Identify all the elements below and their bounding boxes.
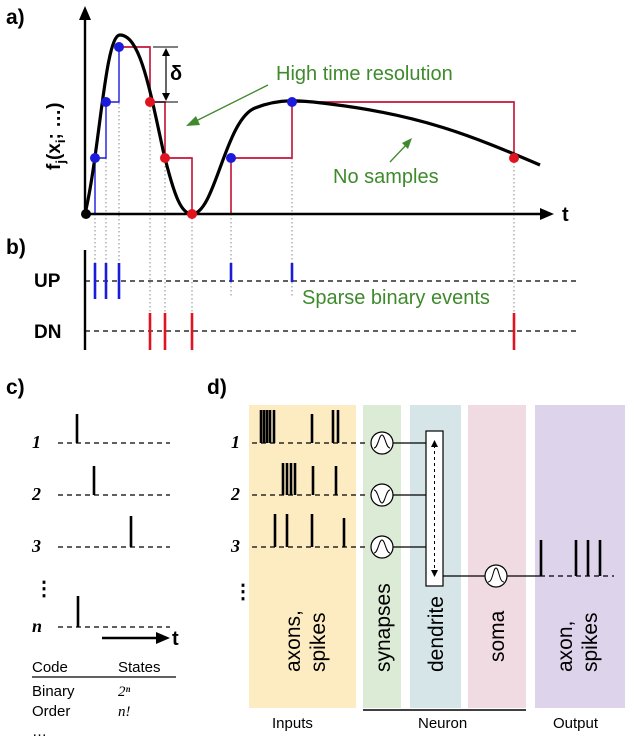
table-header-states: States [118,659,161,676]
up-events [93,263,294,299]
block-axon-output [535,405,625,708]
panel-c-rows: 1 2 3 ⋮ n [31,414,170,636]
dendrite-arrowhead-down [431,570,438,577]
down-sample-dots [145,97,519,219]
origin-dot [81,209,91,219]
up-label: UP [34,271,61,292]
block-label-line: spikes [579,612,602,672]
down-events [148,313,516,350]
block-label-axon-spikes: axon,spikes [554,612,602,672]
table-cell-code: Order [32,703,70,720]
table-cell-code: … [32,723,47,740]
annot-sparse-events: Sparse binary events [302,287,490,309]
row-label: 3 [31,536,41,556]
input-spike-trains [252,410,366,548]
dn-label: DN [34,322,61,343]
row-label: 2 [230,484,240,504]
block-label-line: axon, [554,621,577,672]
annot-high-arrowhead [186,116,200,126]
block-soma [468,405,526,708]
row-label: ⋮ [34,578,54,600]
label-neuron: Neuron [418,715,467,732]
y-axis-arrow [79,6,91,20]
panel-d-label: d) [207,376,227,399]
row-label: 3 [230,536,240,556]
annot-high-resolution: High time resolution [276,63,453,85]
table-cell-states: 2ⁿ [118,684,131,700]
code-table: Code States Binary 2ⁿ Order n! … [32,659,176,740]
panel-b-label: b) [6,236,26,259]
label-output: Output [553,715,599,732]
row-label: 1 [32,432,41,452]
annot-high-arrow [193,84,269,123]
annot-nosamples-arrowhead [402,138,412,149]
delta-label: δ [170,63,182,85]
block-label-synapses: synapses [372,583,395,672]
time-arrowhead [156,632,170,644]
panel-a-label: a) [6,6,25,29]
block-label-line: axons, [282,610,305,672]
table-cell-states: n! [118,704,131,720]
block-label-line: spikes [307,612,330,672]
block-label-axons-spikes: axons,spikes [282,610,330,672]
dendrite-bar [425,430,444,587]
output-spike-train [539,540,614,577]
time-label: t [172,628,179,650]
annot-no-samples: No samples [333,166,439,188]
annot-nosamples-arrow [389,142,409,163]
table-cell-code: Binary [32,683,75,700]
block-label-dendrite: dendrite [425,596,448,672]
block-label-soma: soma [486,610,509,662]
x-axis-arrow [540,208,554,220]
row-label: n [32,616,42,636]
row-label: 2 [31,484,41,504]
y-axis-label: fj(xi; …) [44,103,68,170]
soma-waveform [487,567,505,583]
synapse-icon [370,535,394,559]
row-label: 1 [231,432,240,452]
up-sample-dots [90,42,297,163]
label-inputs: Inputs [272,715,313,732]
synapse-icons [370,431,394,559]
x-axis-label: t [562,204,569,226]
dendrite-arrowhead-up [431,440,438,447]
delta-marker: δ [153,46,182,103]
signal-curve [83,33,541,216]
row-label: ⋮ [233,581,253,603]
table-header-code: Code [32,659,68,676]
block-axons-inputs [249,405,356,708]
panel-c-label: c) [6,376,25,399]
